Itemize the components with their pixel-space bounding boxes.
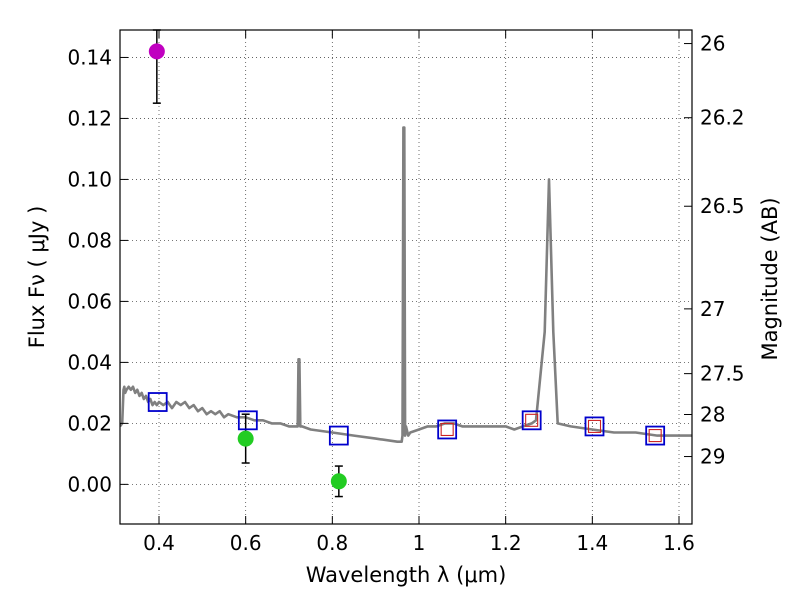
data-point-square-inner (525, 413, 539, 427)
grid (120, 30, 692, 524)
marker-layer (147, 29, 666, 498)
y2-tick-label: 28 (700, 402, 725, 426)
y2-tick-label: 26.5 (700, 194, 745, 218)
y-tick-label: 0.02 (67, 411, 112, 435)
data-point-square (521, 410, 542, 431)
x-tick-label: 0.4 (143, 531, 175, 555)
data-point-square-inner (440, 422, 454, 437)
x-axis-title: Wavelength λ (μm) (306, 563, 507, 587)
data-point-square (645, 425, 666, 446)
data-point-square (328, 425, 349, 446)
y2-tick-label: 29 (700, 445, 725, 469)
plot-frame (119, 29, 693, 525)
y-tick-label: 0.06 (67, 289, 112, 313)
y2-axis-title: Magnitude (AB) (758, 197, 782, 360)
x-tick-label: 1.2 (490, 531, 522, 555)
y2-tick-label: 26.2 (700, 106, 745, 130)
plot-area (120, 30, 692, 524)
y-tick-label: 0.04 (67, 350, 112, 374)
data-point-square-inner (587, 419, 602, 433)
x-tick-label: 0.6 (230, 531, 262, 555)
sed-model-line (120, 126, 692, 444)
x-tick-label: 1.6 (663, 531, 695, 555)
y-tick-label: 0.10 (67, 167, 112, 191)
data-point-square (437, 419, 458, 440)
y-tick-label: 0.00 (67, 472, 112, 496)
data-layer (120, 126, 692, 444)
data-point-square (584, 416, 605, 437)
data-point-square (147, 392, 168, 412)
x-tick-label: 1.4 (576, 531, 608, 555)
data-point-circle (148, 43, 165, 60)
data-point-square (237, 410, 258, 431)
y2-tick-label: 26 (700, 32, 725, 56)
x-tick-label: 1 (413, 531, 426, 555)
y-tick-label: 0.12 (67, 106, 112, 130)
y2-tick-label: 27.5 (700, 362, 745, 386)
y-tick-label: 0.08 (67, 228, 112, 252)
y2-tick-label: 27 (700, 297, 725, 321)
data-point-square-inner (648, 429, 662, 443)
y-tick-label: 0.14 (67, 45, 112, 69)
ticks: 0.4 0.6 0.8 1 1.2 1.4 1.6 0.00 0.02 0.04 0.06 0.08 0… (67, 30, 745, 555)
data-point-circle (330, 473, 347, 490)
data-point-circle (237, 430, 254, 447)
y-axis-title: Flux Fν ( μJy ) (25, 206, 49, 349)
x-tick-label: 0.8 (316, 531, 348, 555)
